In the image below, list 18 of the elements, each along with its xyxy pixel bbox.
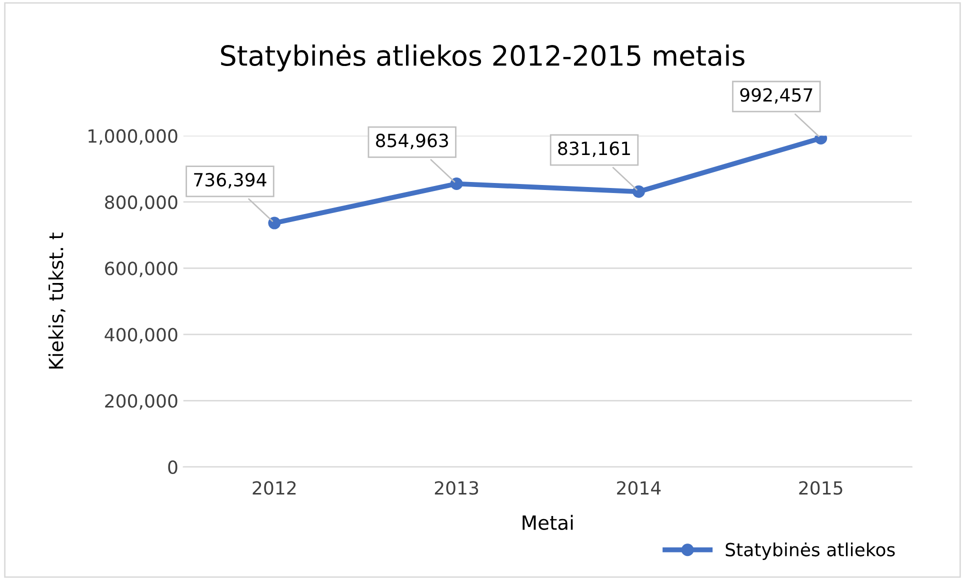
data-label: 736,394 (194, 172, 266, 188)
legend-label: Statybinės atliekos (726, 542, 895, 560)
y-tick-label: 800,000 (105, 195, 178, 211)
x-tick-label: 2013 (434, 481, 478, 495)
y-tick-label: 600,000 (105, 262, 178, 278)
y-tick-label: 0 (168, 460, 178, 474)
chart-title: Statybinės atliekos 2012-2015 metais (221, 44, 744, 72)
y-tick-label: 400,000 (104, 328, 178, 344)
data-label: 854,963 (376, 134, 448, 150)
x-tick-label: 2012 (252, 481, 296, 495)
y-axis-title: Kiekis, tūkst. t (48, 232, 66, 369)
x-tick-label: 2015 (799, 481, 842, 495)
data-label: 992,457 (740, 88, 812, 104)
y-tick-label: 200,000 (105, 394, 178, 410)
data-label: 831,161 (558, 142, 630, 158)
y-tick-label: 1,000,000 (88, 129, 178, 145)
x-tick-label: 2014 (617, 481, 661, 495)
x-axis-title: Metai (522, 514, 573, 530)
